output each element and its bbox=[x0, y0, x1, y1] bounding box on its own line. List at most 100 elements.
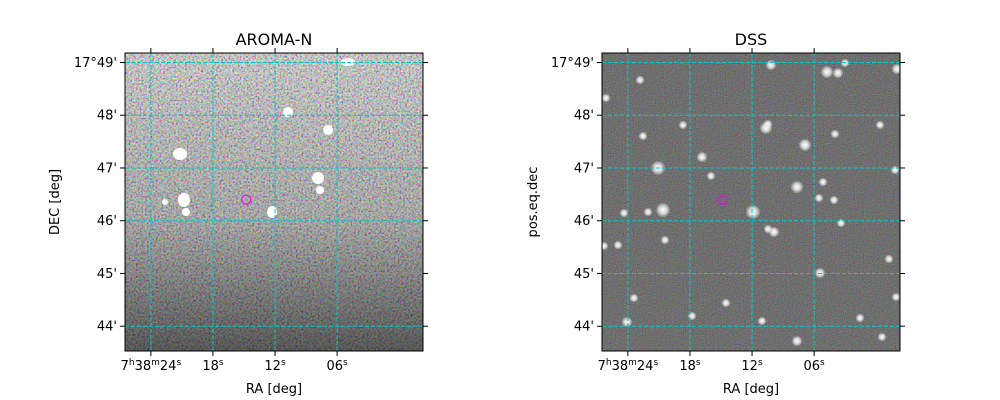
star bbox=[763, 119, 773, 129]
star bbox=[791, 335, 803, 347]
star bbox=[891, 63, 900, 75]
grid-aroma-n bbox=[125, 53, 423, 351]
star bbox=[829, 195, 839, 205]
x-tick-label-part: 06 bbox=[326, 359, 343, 374]
star bbox=[798, 138, 812, 152]
star bbox=[687, 311, 697, 321]
star bbox=[836, 218, 846, 228]
x-tick-label-part: 12 bbox=[741, 359, 758, 374]
y-tick-label: 46' bbox=[574, 214, 594, 229]
star bbox=[790, 180, 804, 194]
star bbox=[643, 207, 653, 217]
star bbox=[696, 151, 708, 163]
star bbox=[745, 204, 761, 220]
x-tick-label-part: 38 bbox=[135, 359, 152, 374]
x-tick-label: 12s bbox=[741, 358, 763, 374]
y-tick-label: 17°49' bbox=[551, 56, 594, 71]
grid-dss bbox=[602, 53, 900, 351]
star bbox=[855, 313, 865, 323]
star bbox=[635, 75, 645, 85]
y-tick-label: 17°49' bbox=[74, 56, 117, 71]
x-tick-label-part: 12 bbox=[264, 359, 281, 374]
x-tick-label-part: s bbox=[343, 358, 348, 368]
axes-frame-aroma-n bbox=[124, 52, 424, 352]
star bbox=[763, 224, 773, 234]
star bbox=[678, 120, 688, 130]
star bbox=[619, 208, 629, 218]
star bbox=[875, 120, 885, 130]
x-tick-label-part: s bbox=[281, 358, 286, 368]
x-tick-label-part: m bbox=[628, 358, 637, 368]
x-tick-label-part: s bbox=[653, 358, 658, 368]
axes-frame-dss bbox=[601, 52, 901, 352]
x-tick-label-part: s bbox=[176, 358, 181, 368]
x-tick-label-part: s bbox=[820, 358, 825, 368]
x-tick-label-part: 18 bbox=[679, 359, 696, 374]
x-tick-label-part: 06 bbox=[803, 359, 820, 374]
x-tick-label: 06s bbox=[803, 358, 825, 374]
y-tick-label: 44' bbox=[97, 320, 117, 335]
x-tick-label: 06s bbox=[326, 358, 348, 374]
star bbox=[638, 131, 648, 141]
star bbox=[613, 240, 623, 250]
x-tick-label-part: 7 bbox=[598, 359, 606, 374]
y-tick-label: 47' bbox=[97, 161, 117, 176]
y-tick-label: 48' bbox=[574, 109, 594, 124]
xlabel-dss: RA [deg] bbox=[723, 382, 779, 397]
y-tick-label: 44' bbox=[574, 320, 594, 335]
x-tick-label-part: s bbox=[758, 358, 763, 368]
x-tick-label: 7h38m24s bbox=[598, 358, 659, 374]
y-tick-label: 45' bbox=[574, 267, 594, 282]
title-dss: DSS bbox=[735, 30, 768, 49]
star bbox=[706, 171, 716, 181]
star bbox=[721, 298, 731, 308]
star bbox=[765, 59, 777, 71]
x-tick-label-part: 7 bbox=[121, 359, 129, 374]
y-tick-label: 45' bbox=[97, 267, 117, 282]
ylabel-dss: pos.eq.dec bbox=[526, 167, 541, 238]
y-tick-label: 48' bbox=[97, 109, 117, 124]
image-dss bbox=[602, 53, 900, 351]
star bbox=[818, 177, 828, 187]
y-tick-label: 46' bbox=[97, 214, 117, 229]
x-tick-label-part: h bbox=[129, 358, 135, 368]
star bbox=[820, 65, 834, 79]
ylabel-aroma-n: DEC [deg] bbox=[48, 169, 63, 235]
x-tick-label-part: 38 bbox=[612, 359, 629, 374]
x-tick-label-part: s bbox=[219, 358, 224, 368]
star bbox=[621, 316, 633, 328]
target-marker bbox=[240, 194, 252, 205]
star bbox=[814, 193, 824, 203]
target-marker bbox=[717, 194, 729, 205]
star bbox=[602, 93, 611, 103]
x-tick-label: 18s bbox=[202, 358, 224, 374]
y-tick-label: 47' bbox=[574, 161, 594, 176]
x-tick-label-part: 24 bbox=[160, 359, 177, 374]
star bbox=[660, 235, 670, 245]
x-tick-label-part: m bbox=[151, 358, 160, 368]
title-aroma-n: AROMA-N bbox=[236, 30, 313, 49]
star bbox=[884, 254, 894, 264]
image-aroma-n bbox=[125, 53, 423, 351]
star bbox=[655, 202, 671, 218]
x-tick-label-part: 18 bbox=[202, 359, 219, 374]
x-tick-label-part: h bbox=[606, 358, 612, 368]
x-tick-label: 18s bbox=[679, 358, 701, 374]
star bbox=[891, 292, 900, 302]
x-tick-label: 7h38m24s bbox=[121, 358, 182, 374]
star bbox=[629, 293, 639, 303]
bright-sources bbox=[162, 58, 355, 218]
x-tick-label-part: s bbox=[696, 358, 701, 368]
star bbox=[757, 316, 767, 326]
x-tick-label: 12s bbox=[264, 358, 286, 374]
star bbox=[890, 165, 900, 175]
x-tick-label-part: 24 bbox=[637, 359, 654, 374]
xlabel-aroma-n: RA [deg] bbox=[246, 382, 302, 397]
star bbox=[877, 332, 887, 342]
star bbox=[830, 129, 840, 139]
